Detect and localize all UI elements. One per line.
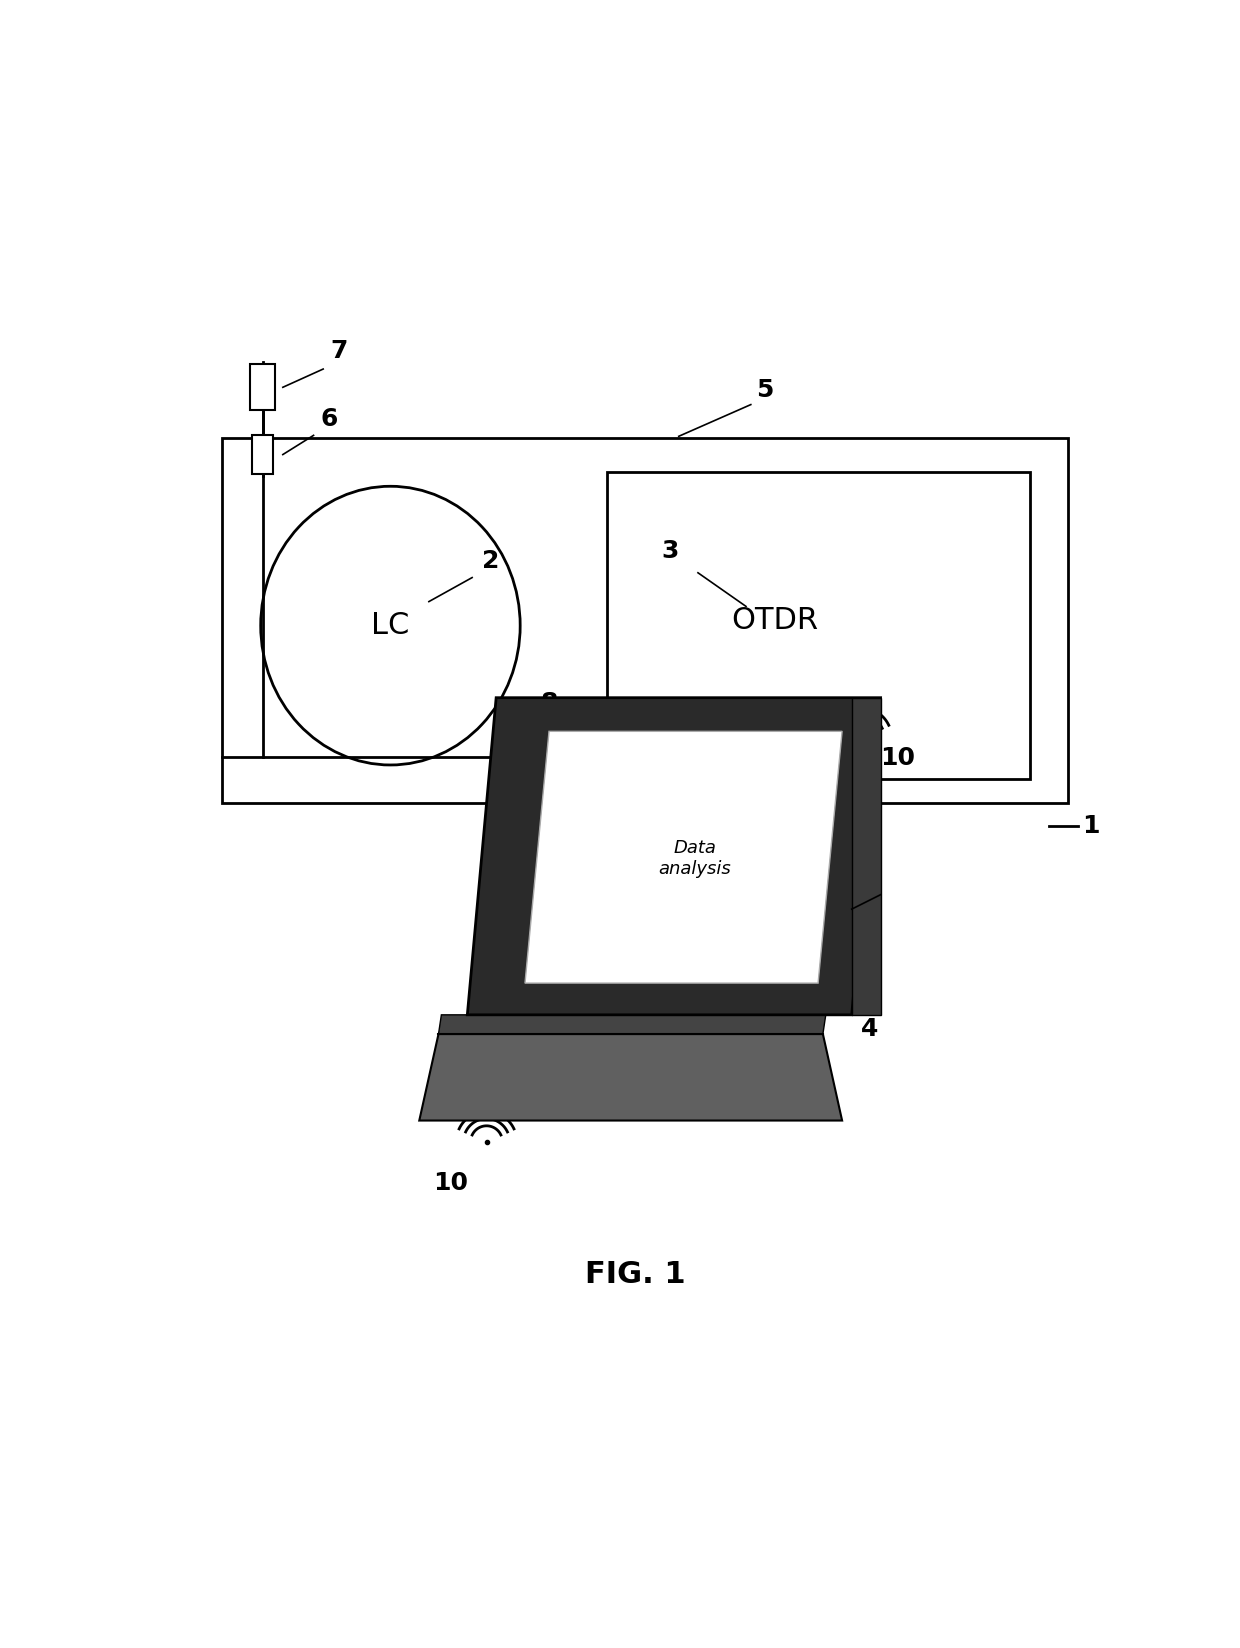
Text: OTDR: OTDR xyxy=(732,606,818,636)
Text: 4: 4 xyxy=(862,1017,879,1042)
Text: LC: LC xyxy=(371,611,409,639)
Text: 9: 9 xyxy=(662,697,680,722)
Ellipse shape xyxy=(260,486,521,765)
Circle shape xyxy=(644,748,662,766)
Text: 7: 7 xyxy=(330,339,347,363)
Bar xyxy=(250,364,275,410)
Text: 3: 3 xyxy=(661,539,678,564)
Polygon shape xyxy=(467,697,880,1015)
Bar xyxy=(606,471,1029,780)
Bar xyxy=(222,438,1068,804)
Text: 1: 1 xyxy=(1083,814,1100,839)
Polygon shape xyxy=(525,732,842,984)
Text: 6: 6 xyxy=(320,407,337,430)
Text: 8: 8 xyxy=(541,691,558,715)
Text: 10: 10 xyxy=(880,747,915,770)
Text: 5: 5 xyxy=(755,377,773,402)
Text: FIG. 1: FIG. 1 xyxy=(585,1259,686,1289)
Text: 10: 10 xyxy=(434,1170,469,1195)
Bar xyxy=(575,747,610,770)
Polygon shape xyxy=(419,1033,842,1121)
Text: 2: 2 xyxy=(481,549,500,574)
Polygon shape xyxy=(439,1015,826,1033)
Text: Data
analysis: Data analysis xyxy=(658,839,732,878)
Bar xyxy=(252,435,273,473)
Polygon shape xyxy=(852,697,880,1015)
